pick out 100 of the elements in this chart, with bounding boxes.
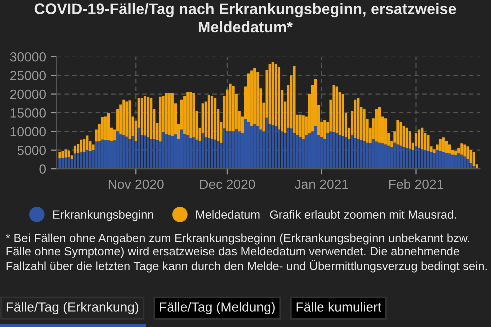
bar [202, 134, 204, 170]
bar [412, 150, 415, 170]
x-tick-label: Nov 2020 [108, 180, 164, 190]
bar [360, 140, 363, 170]
bar [95, 142, 98, 170]
bar [208, 95, 210, 138]
bar [62, 151, 64, 158]
bar [223, 128, 226, 170]
bar [107, 140, 110, 170]
bar [150, 98, 153, 140]
bar [338, 135, 342, 170]
bar [442, 152, 445, 170]
bar [445, 141, 448, 153]
bar [406, 148, 408, 170]
x-tick-label: Jan 2021 [294, 180, 348, 190]
bar [80, 140, 83, 153]
bar [278, 130, 281, 170]
bar [344, 137, 348, 170]
bar [408, 148, 412, 170]
bar [171, 94, 174, 136]
bar [235, 129, 238, 170]
bar [433, 152, 436, 170]
bar [247, 122, 250, 170]
bar [104, 140, 107, 170]
bar [330, 132, 332, 170]
bar [190, 92, 192, 138]
bar [299, 114, 302, 138]
y-tick-label: 20000 [10, 90, 46, 100]
bar [256, 126, 260, 170]
bar [384, 144, 388, 170]
bar [472, 152, 476, 166]
legend-label: Erkrankungsbeginn [53, 210, 154, 222]
bar [378, 107, 382, 143]
bar [396, 144, 400, 170]
bar [184, 96, 186, 134]
bar [400, 146, 402, 170]
bar [402, 126, 406, 147]
bar [414, 146, 418, 170]
bar [274, 64, 278, 126]
bar [439, 151, 442, 170]
bar [122, 135, 126, 170]
bar [454, 151, 458, 156]
bar [165, 134, 168, 170]
text: * Bei Fällen ohne Angaben zum Erkrankungsbeginn (Erkrankungsbeginn unbekannt bzw. Fälle ohne Symptome) wird ersatzweise das Meldedatum verwendet. Die abnehmende Fallzahl über die letzten Tage kann durch den Melde- und Übermittlungsverzug bedingt sein. [6, 234, 487, 273]
bar [116, 132, 120, 170]
bar [384, 118, 388, 145]
bar [210, 96, 214, 140]
bar [372, 139, 375, 170]
bar [375, 109, 378, 142]
bar [144, 136, 147, 170]
bar [168, 135, 171, 170]
bar [58, 152, 62, 159]
bar [68, 157, 70, 170]
bar [332, 84, 336, 132]
bar [305, 135, 308, 170]
bar [92, 144, 95, 150]
bar [180, 130, 184, 170]
bar [238, 132, 241, 170]
bar [162, 132, 165, 170]
bar [427, 135, 430, 152]
bar [83, 139, 86, 152]
bar [378, 142, 382, 170]
bar [159, 96, 162, 142]
bar [168, 94, 171, 136]
bar [396, 120, 400, 145]
bar [254, 68, 256, 124]
bar [226, 131, 229, 170]
y-tick-label: 0 [40, 164, 46, 174]
bar [232, 132, 235, 170]
bar [104, 116, 107, 140]
bar [76, 144, 80, 154]
bar [430, 152, 433, 170]
bar [460, 144, 464, 155]
bar [214, 98, 217, 140]
bar [171, 136, 174, 170]
bar [336, 86, 338, 134]
bar [363, 109, 366, 142]
bar [150, 139, 153, 170]
bar [184, 134, 186, 170]
bar [86, 136, 89, 150]
bar [254, 124, 256, 170]
bar [408, 132, 412, 149]
bar [332, 132, 336, 170]
bar [268, 64, 272, 124]
bar [366, 142, 369, 170]
bar [272, 62, 274, 125]
bar [336, 134, 338, 170]
bar [466, 146, 470, 160]
bar [64, 150, 68, 158]
bar [363, 141, 366, 170]
bar [442, 138, 445, 152]
bar [101, 140, 104, 170]
bar [369, 143, 372, 170]
bar [232, 86, 235, 132]
bar [144, 96, 147, 136]
bar [196, 140, 198, 170]
bar [348, 139, 351, 170]
bar [192, 138, 196, 170]
bar [156, 140, 159, 170]
bar [342, 94, 344, 137]
